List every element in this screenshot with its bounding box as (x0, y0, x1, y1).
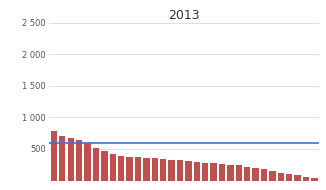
Bar (311, 178, 318, 180)
Bar (84, 143, 91, 180)
Bar (110, 154, 116, 180)
Bar (219, 164, 225, 180)
Bar (261, 169, 267, 180)
Bar (236, 165, 242, 180)
Bar (118, 156, 124, 180)
Bar (194, 162, 200, 180)
Bar (51, 131, 57, 180)
Bar (152, 158, 158, 180)
Bar (93, 148, 99, 180)
Bar (294, 175, 301, 180)
Bar (227, 165, 233, 180)
Bar (211, 163, 217, 180)
Bar (59, 136, 66, 180)
Bar (76, 140, 82, 180)
Bar (67, 138, 74, 180)
Bar (303, 177, 309, 180)
Bar (286, 174, 292, 180)
Bar (269, 171, 275, 180)
Bar (143, 158, 150, 180)
Bar (160, 159, 166, 180)
Bar (278, 173, 284, 180)
Bar (169, 160, 175, 180)
Bar (185, 161, 192, 180)
Bar (135, 157, 141, 180)
Bar (244, 167, 250, 180)
Bar (177, 160, 183, 180)
Bar (202, 163, 208, 180)
Bar (252, 168, 259, 180)
Title: 2013: 2013 (168, 9, 200, 22)
Bar (126, 157, 133, 180)
Bar (101, 151, 108, 180)
